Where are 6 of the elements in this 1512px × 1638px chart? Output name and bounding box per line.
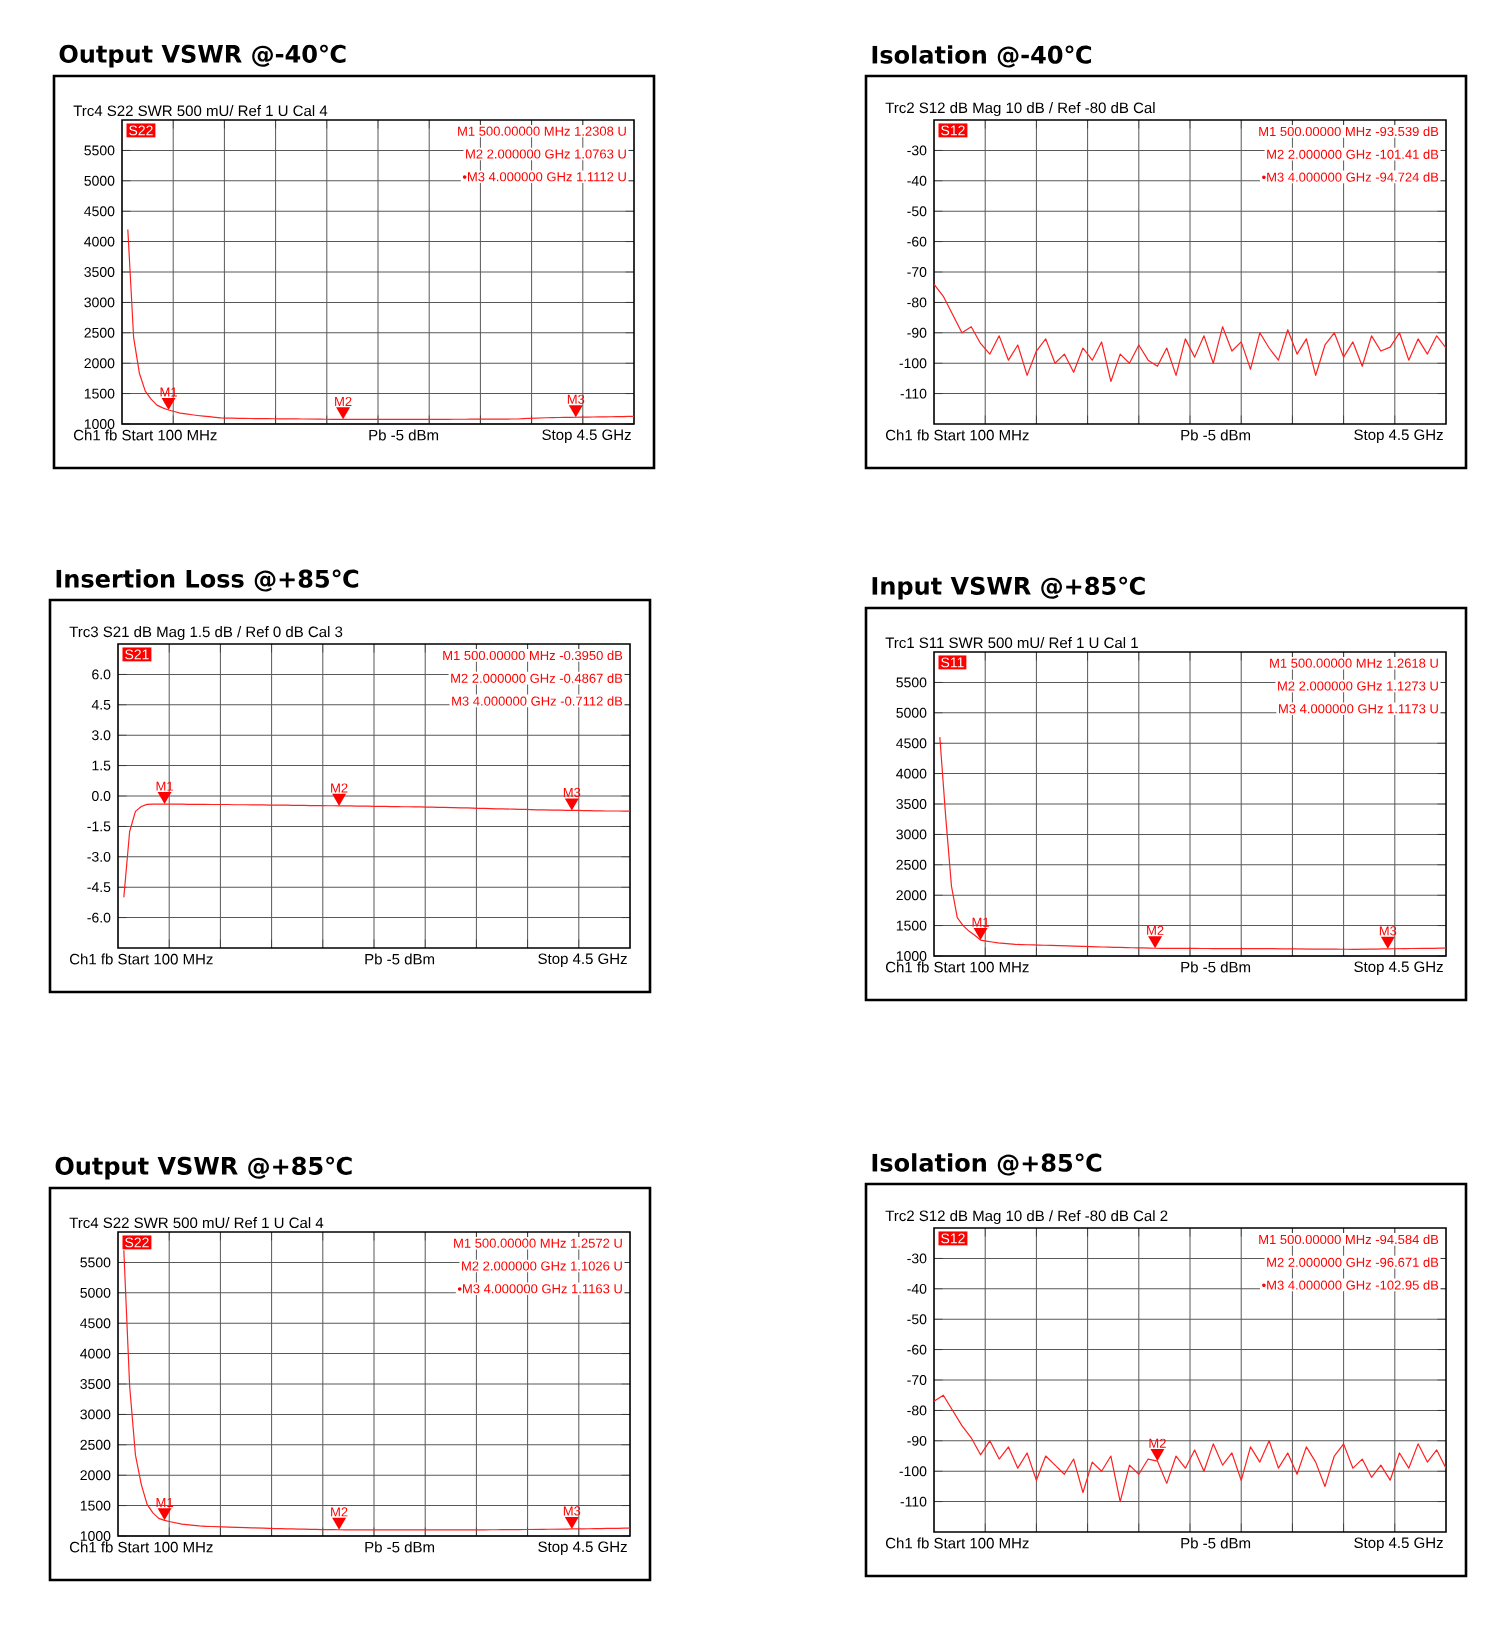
chart-title: Isolation @+85℃ xyxy=(872,1153,1102,1176)
chart-title: Isolation @-40℃ xyxy=(872,45,1092,68)
chart-title: Output VSWR @+85℃ xyxy=(55,1156,352,1180)
chart-title: Insertion Loss @+85℃ xyxy=(56,569,359,592)
chart-title: Output VSWR @-40℃ xyxy=(59,44,346,68)
chart-title: Input VSWR @+85℃ xyxy=(872,576,1145,600)
